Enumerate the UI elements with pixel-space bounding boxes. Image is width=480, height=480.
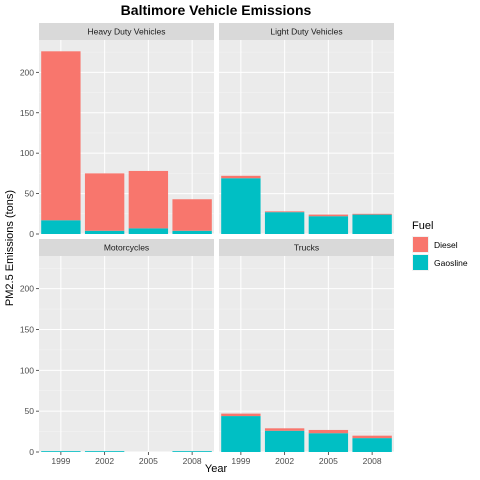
bar-segment-diesel (128, 170, 169, 229)
bar-segment-diesel (308, 214, 349, 217)
x-tick-label: 2005 (319, 456, 338, 466)
bar-segment-diesel (308, 429, 349, 434)
bar-segment-gaosline (172, 451, 212, 452)
bar-segment-diesel (264, 428, 305, 431)
facet-strip (219, 23, 394, 40)
bar-segment-gaosline (84, 451, 125, 452)
facet-strip-label: Light Duty Vehicles (270, 27, 342, 37)
bar-segment-diesel (264, 211, 305, 213)
facet-strip (219, 239, 394, 256)
bar-segment-diesel (41, 51, 81, 221)
bar-segment-diesel (221, 175, 261, 179)
panel-background (39, 256, 214, 452)
bar-segment-gaosline (41, 220, 81, 234)
bar-segment-gaosline (128, 228, 169, 234)
bar-segment-diesel (172, 199, 212, 231)
legend-label: Diesel (434, 240, 458, 250)
bar-segment-diesel (221, 413, 261, 417)
bar-segment-gaosline (221, 178, 261, 234)
legend-title: Fuel (412, 220, 433, 232)
facet-panel: Heavy Duty Vehicles (39, 23, 214, 235)
bar-segment-gaosline (352, 214, 392, 234)
facet-strip (39, 23, 214, 40)
facet-panel: Motorcycles (39, 239, 214, 453)
facet-panel: Trucks (219, 239, 394, 453)
bar-segment-diesel (352, 435, 392, 439)
x-tick-label: 1999 (51, 456, 70, 466)
bar-segment-gaosline (221, 416, 261, 452)
facet-strip-label: Motorcycles (104, 243, 149, 253)
y-tick-label: 100 (20, 148, 34, 158)
bar-segment-diesel (352, 213, 392, 215)
legend-swatch (413, 255, 428, 270)
bar-segment-gaosline (308, 433, 349, 452)
bar-segment-gaosline (352, 438, 392, 452)
y-tick-label: 50 (25, 406, 35, 416)
y-tick-label: 150 (20, 108, 34, 118)
bar-segment-gaosline (308, 216, 349, 234)
x-axis-title: Year (205, 463, 228, 475)
bar-segment-diesel (84, 173, 125, 231)
y-tick-label: 0 (29, 229, 34, 239)
bar-segment-gaosline (264, 430, 305, 452)
facet-panel: Light Duty Vehicles (219, 23, 394, 235)
x-tick-label: 2002 (275, 456, 294, 466)
bar-segment-gaosline (172, 230, 212, 234)
facet-strip-label: Trucks (294, 243, 319, 253)
x-tick-label: 2002 (95, 456, 114, 466)
bar-segment-gaosline (41, 451, 81, 452)
legend: Fuel Diesel Gaosline (412, 220, 468, 271)
facet-panels: Heavy Duty Vehicles Light Duty Vehicles Mo… (39, 23, 394, 453)
bar-segment-gaosline (84, 230, 125, 234)
y-tick-label: 200 (20, 67, 34, 77)
y-tick-label: 0 (29, 447, 34, 457)
y-tick-label: 100 (20, 365, 34, 375)
chart-title: Baltimore Vehicle Emissions (121, 2, 312, 18)
x-tick-label: 2008 (363, 456, 382, 466)
bar-segment-gaosline (264, 212, 305, 234)
x-tick-label: 1999 (231, 456, 250, 466)
legend-label: Gaosline (434, 258, 468, 268)
legend-swatch (413, 237, 428, 252)
x-tick-label: 2008 (183, 456, 202, 466)
y-tick-label: 200 (20, 284, 34, 294)
facet-strip (39, 239, 214, 256)
y-axis-title: PM2.5 Emissions (tons) (4, 190, 16, 306)
x-tick-label: 2005 (139, 456, 158, 466)
axes: 0 50 100 150 200 0 50 100 150 200 1999 2002 2005 2008… (20, 67, 382, 466)
y-tick-label: 150 (20, 325, 34, 335)
facet-strip-label: Heavy Duty Vehicles (88, 27, 166, 37)
y-tick-label: 50 (25, 189, 35, 199)
